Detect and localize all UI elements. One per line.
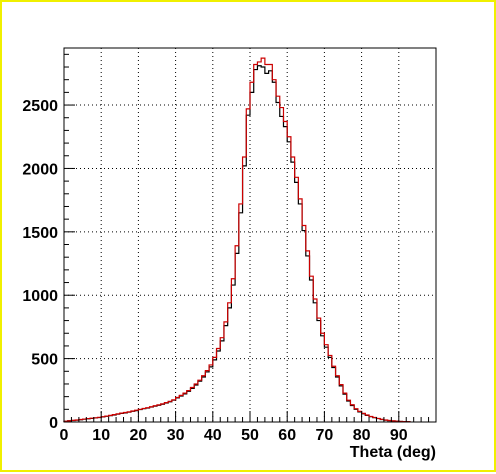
x-tick-label: 80 (353, 427, 371, 444)
x-tick-label: 90 (390, 427, 408, 444)
x-tick-labels: 0 10 20 30 40 50 60 70 80 90 (60, 427, 408, 444)
y-tick-label: 1500 (22, 225, 58, 242)
y-tick-label: 2500 (22, 98, 58, 115)
x-tick-label: 0 (60, 427, 69, 444)
x-tick-label: 70 (316, 427, 334, 444)
histogram-series (63, 57, 411, 423)
x-tick-label: 40 (204, 427, 222, 444)
y-tick-label: 1000 (22, 288, 58, 305)
y-tick-label: 0 (49, 415, 58, 432)
histogram-series-1 (63, 65, 411, 423)
x-tick-label: 50 (241, 427, 259, 444)
x-tick-label: 20 (130, 427, 148, 444)
x-tick-label: 60 (278, 427, 296, 444)
x-tick-label: 30 (167, 427, 185, 444)
axis-ticks (63, 53, 430, 423)
y-tick-label: 500 (31, 352, 58, 369)
x-tick-label: 10 (92, 427, 110, 444)
y-tick-label: 2000 (22, 161, 58, 178)
y-tick-labels: 0 500 1000 1500 2000 2500 (22, 98, 58, 432)
x-axis-label: Theta (deg) (350, 444, 436, 461)
histogram-series-2 (63, 57, 411, 423)
